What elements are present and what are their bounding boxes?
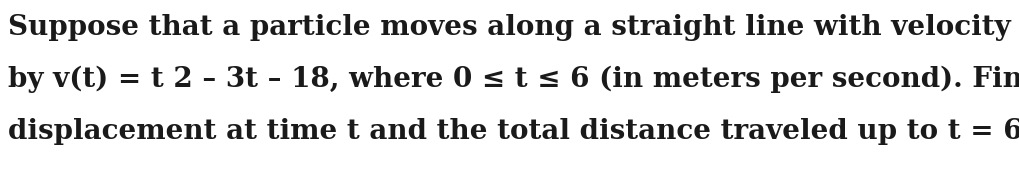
Text: by v(t) = t 2 – 3t – 18, where 0 ≤ t ≤ 6 (in meters per second). Find the: by v(t) = t 2 – 3t – 18, where 0 ≤ t ≤ 6… — [8, 66, 1019, 93]
Text: displacement at time t and the total distance traveled up to t = 6.: displacement at time t and the total dis… — [8, 118, 1019, 145]
Text: Suppose that a particle moves along a straight line with velocity defined: Suppose that a particle moves along a st… — [8, 14, 1019, 41]
